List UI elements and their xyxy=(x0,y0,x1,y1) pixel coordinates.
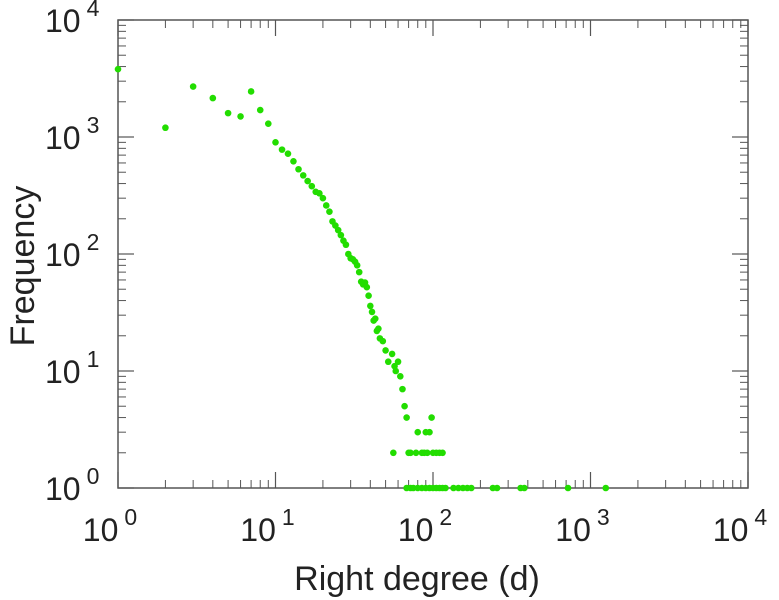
y-tick-exponent: 1 xyxy=(87,346,100,372)
data-point xyxy=(209,94,217,102)
y-tick-exponent: 4 xyxy=(87,0,100,21)
x-tick-base: 10 xyxy=(240,512,276,548)
data-point xyxy=(284,150,292,157)
y-tick-exponent: 3 xyxy=(87,112,100,138)
x-tick-exponent: 2 xyxy=(439,504,452,530)
data-point xyxy=(379,337,387,345)
data-point xyxy=(367,302,374,310)
x-tick-base: 10 xyxy=(83,512,119,548)
data-point xyxy=(392,367,400,375)
minor-ticks xyxy=(118,20,748,488)
y-tick-label: 10 1 xyxy=(45,346,99,390)
data-point xyxy=(493,484,501,492)
data-point xyxy=(224,109,232,117)
x-tick-label: 10 3 xyxy=(555,504,609,548)
x-tick-exponent: 4 xyxy=(754,504,767,530)
data-point xyxy=(426,428,433,436)
data-point xyxy=(428,414,435,421)
x-tick-label: 10 0 xyxy=(83,504,137,548)
data-point xyxy=(355,268,363,276)
data-point xyxy=(382,347,389,354)
x-tick-exponent: 1 xyxy=(282,504,295,530)
data-point xyxy=(384,358,392,366)
data-point xyxy=(467,484,475,492)
y-tick-label: 10 4 xyxy=(45,0,100,39)
data-point xyxy=(290,157,297,165)
data-point xyxy=(114,65,122,73)
data-point xyxy=(278,146,286,153)
data-point xyxy=(256,106,264,114)
data-point xyxy=(371,315,379,322)
y-tick-label: 10 0 xyxy=(45,463,99,507)
y-tick-label: 10 3 xyxy=(45,112,99,156)
data-point xyxy=(403,414,410,421)
data-point xyxy=(272,139,279,146)
x-tick-base: 10 xyxy=(555,512,591,548)
data-point xyxy=(337,231,345,239)
data-point xyxy=(450,484,457,492)
x-tick-base: 10 xyxy=(713,512,749,548)
x-tick-labels: 10 0 10 1 10 2 10 3 10 4 xyxy=(83,504,768,548)
data-point xyxy=(316,190,323,197)
data-point xyxy=(319,194,327,202)
x-tick-label: 10 2 xyxy=(398,504,452,548)
x-tick-label: 10 4 xyxy=(713,504,768,548)
major-ticks xyxy=(117,19,749,489)
x-axis-title: Right degree (d) xyxy=(294,560,540,598)
data-point xyxy=(334,226,342,234)
y-tick-base: 10 xyxy=(45,354,81,390)
data-point xyxy=(375,325,382,332)
data-point xyxy=(442,484,449,492)
data-point xyxy=(602,484,610,492)
data-point xyxy=(439,449,446,457)
data-point xyxy=(401,402,408,410)
y-tick-base: 10 xyxy=(45,471,81,507)
x-tick-label: 10 1 xyxy=(240,504,294,548)
data-point xyxy=(423,449,431,457)
data-point xyxy=(397,373,404,380)
data-point xyxy=(299,172,307,179)
data-point xyxy=(521,484,528,492)
data-point xyxy=(399,385,406,393)
x-tick-exponent: 3 xyxy=(597,504,610,530)
y-tick-base: 10 xyxy=(45,120,81,156)
data-point xyxy=(162,124,169,132)
data-point xyxy=(353,262,361,269)
data-point xyxy=(412,449,420,457)
x-tick-exponent: 0 xyxy=(124,504,137,530)
y-axis-title: Frequency xyxy=(4,186,42,347)
x-tick-base: 10 xyxy=(398,512,434,548)
y-tick-label: 10 2 xyxy=(45,229,99,273)
data-point xyxy=(247,88,255,95)
y-tick-exponent: 2 xyxy=(87,229,100,255)
data-point xyxy=(237,113,244,120)
data-points xyxy=(114,65,610,492)
data-point xyxy=(264,120,272,127)
data-point xyxy=(308,182,316,190)
y-tick-exponent: 0 xyxy=(87,463,100,489)
data-point xyxy=(189,83,197,90)
data-point xyxy=(295,165,302,173)
data-point xyxy=(368,308,376,316)
data-point xyxy=(322,202,330,209)
data-point xyxy=(390,449,397,457)
data-point xyxy=(455,484,462,492)
data-point xyxy=(363,283,371,291)
data-point xyxy=(414,428,422,436)
data-point xyxy=(304,177,311,185)
data-point xyxy=(407,449,414,457)
data-point xyxy=(564,484,572,492)
data-point xyxy=(342,241,350,249)
y-tick-base: 10 xyxy=(45,237,81,273)
data-point xyxy=(388,350,396,358)
data-point xyxy=(394,358,402,366)
data-point xyxy=(326,208,333,215)
data-point xyxy=(365,292,372,300)
y-tick-base: 10 xyxy=(45,3,81,39)
